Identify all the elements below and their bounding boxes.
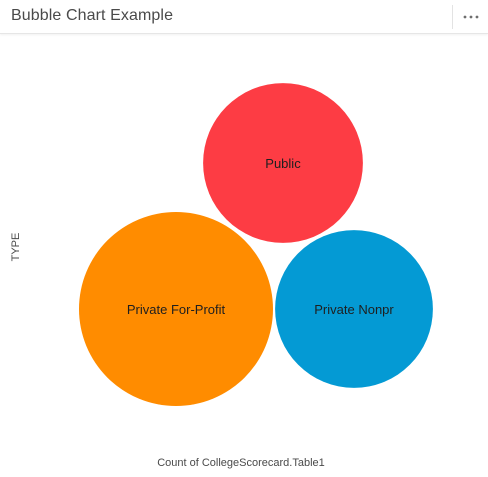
y-axis-title: TYPE [10,233,22,262]
x-axis-title: Count of CollegeScorecard.Table1 [157,457,325,469]
chart-area: Public Private For-Profit Private Nonpr TY… [0,35,488,477]
more-horizontal-icon [463,15,479,19]
chart-title: Bubble Chart Example [11,7,174,24]
bubble-public[interactable] [203,83,363,243]
bubble-private-for-profit[interactable] [79,212,273,406]
header-divider [452,5,453,29]
bubble-private-nonprofit[interactable] [275,230,433,388]
more-options-button[interactable] [456,4,486,30]
panel-header: Bubble Chart Example [0,0,488,34]
